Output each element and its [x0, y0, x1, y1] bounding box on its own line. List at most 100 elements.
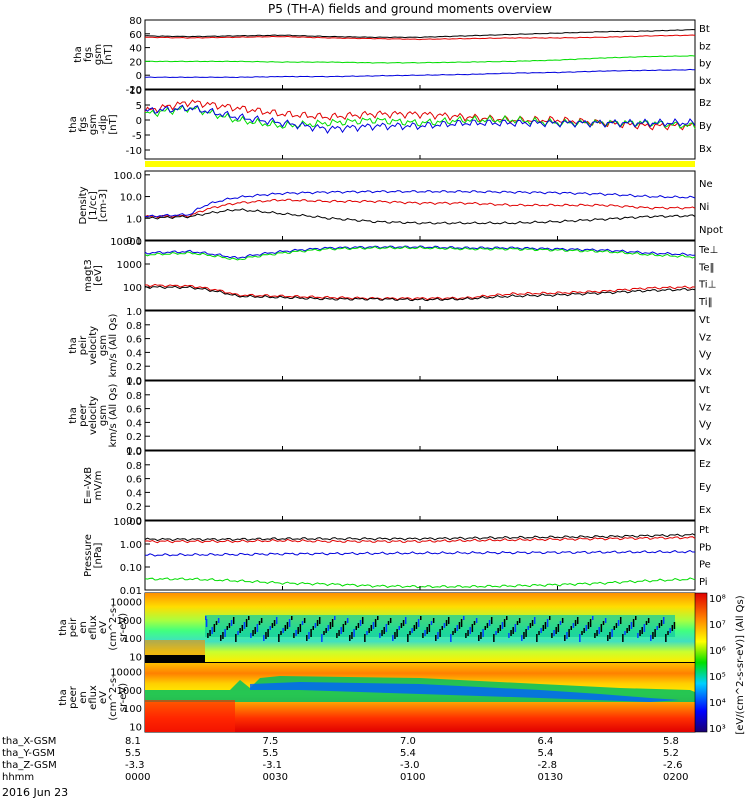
spectrogram-cell: [654, 629, 656, 637]
spectrogram-cell: [585, 625, 588, 631]
spectrogram-cell: [420, 616, 422, 620]
spectrogram-cell: [576, 617, 579, 624]
spectrogram-cell: [325, 628, 327, 633]
legend-entry: Ez: [699, 459, 711, 470]
x-row-value: 5.5: [125, 748, 141, 759]
legend-entry: Vt: [699, 315, 710, 326]
spectrogram-cell: [611, 629, 613, 637]
spectrogram-cell: [557, 624, 560, 632]
legend-entry: Bx: [699, 144, 712, 155]
spectrogram-cell: [273, 620, 276, 626]
panel-p3: 100.0 10.0 1.0 0.1 Density [1/cc] [cm-3] Ne Ni Np…: [78, 170, 723, 247]
panel-p6: 1.0 0.8 0.6 0.4 0.2 0.0 tha peer velocity gsm km/s…: [68, 377, 712, 457]
y-tick-label: 60: [129, 30, 142, 41]
y-tick-label: 0.8: [126, 391, 142, 402]
spectrogram-cell: [673, 622, 676, 629]
spectrogram-cell: [260, 618, 263, 623]
spectrogram-cell: [288, 619, 291, 627]
x-row-value: -3.0: [400, 760, 420, 771]
panel-p2: 10 5 0 -5 -10 tha fgs gsm -dip [nT] Bz By Bx: [68, 86, 712, 160]
colorbar-ticks: 10⁸ 10⁷ 10⁶ 10⁵ 10⁴ 10³: [709, 594, 726, 735]
x-row-value: 0030: [263, 772, 288, 783]
spectrogram-cell: [445, 620, 448, 626]
y-tick-label: 40: [129, 44, 142, 55]
y-axis-label: km/s (All Qs): [108, 314, 119, 378]
spectrogram-cell: [596, 630, 598, 636]
y-axis-label: en: [78, 691, 89, 704]
y-tick-label: -10: [126, 146, 142, 157]
electron-spectrogram: [145, 663, 695, 732]
spectrogram-cell: [439, 629, 441, 637]
spectrogram-cell: [656, 626, 658, 630]
spectrogram-cell: [349, 635, 351, 641]
spectrogram-cell: [374, 619, 377, 627]
spectrogram-cell: [613, 626, 615, 630]
spectrogram-cell: [217, 618, 220, 623]
y-axis-label: tha: [73, 46, 84, 62]
spectrogram-cell: [291, 616, 293, 620]
y-axis-label: fgs: [83, 47, 94, 62]
spectrogram-cell: [256, 624, 259, 632]
y-tick-label: 10.0: [120, 193, 142, 204]
spectrogram-cell: [551, 633, 553, 638]
spectrogram-cell: [650, 635, 652, 641]
legend-entry: Pe: [699, 560, 711, 571]
spectrogram-cell: [463, 616, 465, 620]
x-row-value: 0200: [663, 772, 688, 783]
y-axis-label: tha: [58, 689, 69, 705]
spectrogram-cell: [497, 628, 499, 633]
y-tick-label: 1.0: [126, 377, 142, 388]
spectrogram-cell: [518, 618, 521, 623]
colorbar-tick-label: 10³: [709, 724, 726, 735]
spectrogram-cell: [321, 634, 323, 642]
y-tick-label: 0.6: [126, 335, 142, 346]
legend-entry: Vx: [699, 367, 712, 378]
series-line-Bt: [144, 28, 696, 39]
spectrogram-cell: [544, 622, 547, 629]
y-axis-label: mV/m: [93, 471, 104, 501]
y-axis-label: [nT]: [108, 114, 119, 134]
spectrogram-cell: [538, 631, 540, 635]
spectrogram-cell: [323, 631, 325, 635]
spectrogram-cell: [583, 628, 585, 633]
panel-frame: [144, 89, 696, 160]
spectrogram-cell: [561, 618, 564, 623]
x-row-label: hhmm: [2, 772, 34, 783]
spectrogram-cell: [342, 624, 345, 632]
y-axis-label: en: [78, 621, 89, 634]
figure-title: P5 (TH-A) fields and ground moments over…: [268, 2, 552, 16]
spectrogram-cell: [609, 632, 611, 639]
spectrogram-cell: [549, 616, 551, 620]
spectrogram-cell: [589, 619, 592, 627]
spectrogram-cell: [241, 625, 244, 631]
spectrogram-cell: [572, 623, 575, 628]
y-tick-label: 10000: [110, 237, 142, 248]
y-axis-label: tha: [68, 407, 79, 423]
y-tick-label: 100.0: [113, 171, 142, 182]
spectrogram-cell: [490, 617, 493, 624]
spectrogram-cell: [409, 631, 411, 635]
spectrogram-cell: [269, 626, 271, 630]
spectrogram-cell: [372, 622, 375, 629]
y-tick-label: 0.4: [126, 348, 142, 359]
y-tick-label: 0.01: [120, 586, 142, 597]
spectrogram-cell: [667, 631, 669, 635]
spectrogram-cell: [329, 622, 332, 629]
spectrogram-cell: [671, 625, 674, 631]
panel-frame: [144, 310, 696, 381]
x-row-value: 5.2: [663, 748, 679, 759]
spectrogram-cell: [314, 623, 317, 628]
spectrogram-cell: [662, 617, 665, 624]
series-line-Npot: [144, 190, 696, 218]
spectrogram-cell: [458, 622, 461, 629]
legend-entry: Ex: [699, 505, 711, 516]
spectrogram-cell: [426, 627, 428, 634]
spectrogram-cell: [443, 623, 446, 628]
spectrogram-cell: [450, 634, 452, 642]
spectrogram-cell: [299, 624, 302, 632]
spectrogram-cell: [394, 632, 396, 639]
spectrogram-cell: [665, 634, 667, 642]
series-line-bz: [145, 34, 696, 41]
spectrogram-cell: [385, 624, 388, 632]
spectrogram-cell: [540, 628, 542, 633]
